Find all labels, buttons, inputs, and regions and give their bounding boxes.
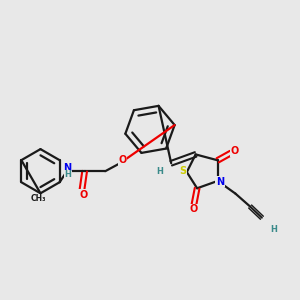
Text: N: N xyxy=(216,176,224,187)
Text: O: O xyxy=(190,205,198,214)
Text: H: H xyxy=(156,167,163,176)
Text: H: H xyxy=(64,170,71,179)
Text: O: O xyxy=(79,190,87,200)
Text: H: H xyxy=(270,225,277,234)
Text: CH₃: CH₃ xyxy=(30,194,46,203)
Text: S: S xyxy=(180,166,187,176)
Text: O: O xyxy=(230,146,238,157)
Text: O: O xyxy=(118,155,126,165)
Text: N: N xyxy=(64,163,72,173)
